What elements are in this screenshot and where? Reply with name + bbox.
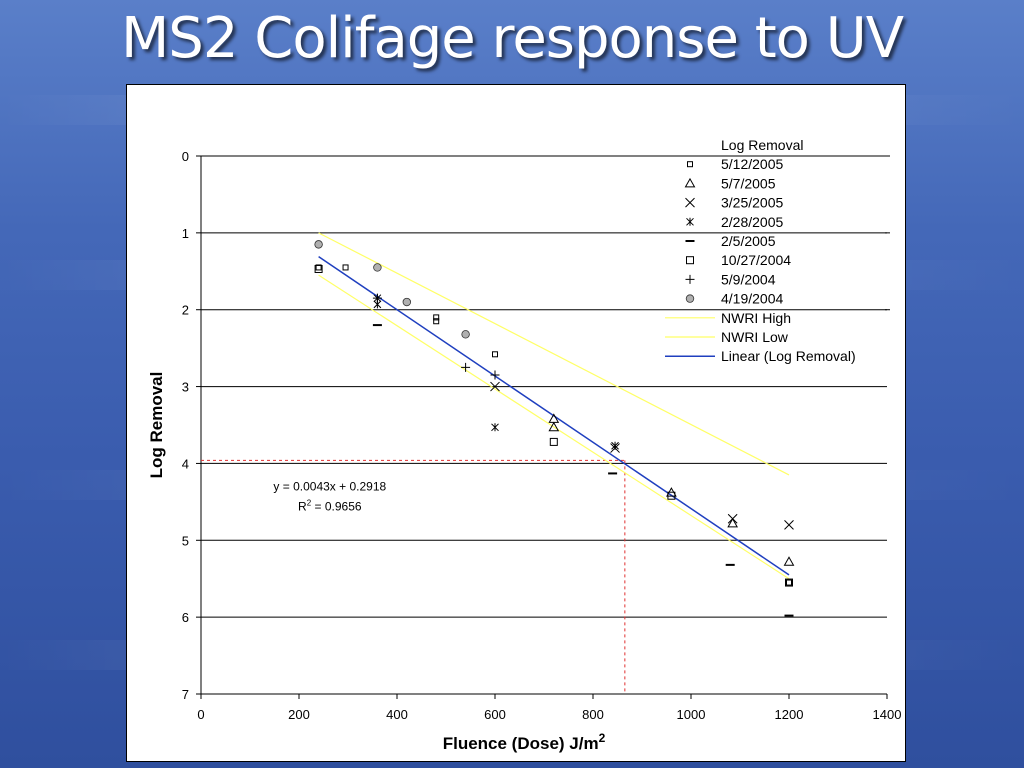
data-point <box>314 240 323 249</box>
y-tick-label: 1 <box>182 226 189 241</box>
data-point <box>433 314 440 321</box>
data-point <box>372 293 382 303</box>
legend-marker <box>686 217 694 226</box>
y-axis-title: Log Removal <box>147 372 166 479</box>
series-line-linear-log-removal- <box>318 256 790 576</box>
y-tick-label: 2 <box>182 303 189 318</box>
legend-label: 5/9/2004 <box>721 271 776 287</box>
x-tick-label: 1000 <box>677 707 706 722</box>
x-tick-label: 800 <box>582 707 604 722</box>
data-point <box>727 513 738 524</box>
legend-label: 3/25/2005 <box>721 195 783 211</box>
data-point <box>373 263 382 272</box>
data-point <box>490 370 500 380</box>
trendline-equation: y = 0.0043x + 0.2918 <box>273 479 386 493</box>
legend-marker <box>687 161 693 168</box>
data-point <box>492 351 498 358</box>
data-point <box>786 579 792 586</box>
r-squared-label: R2 = 0.9656 <box>298 498 362 513</box>
data-point <box>548 421 560 432</box>
chart-frame: 0 1 2 3 4 5 6 7 0 200 400 600 800 1000 1200 1400 Log Rem… <box>126 84 906 762</box>
data-point <box>461 362 471 372</box>
legend-label: 5/7/2005 <box>721 175 776 191</box>
data-point <box>402 297 411 307</box>
data-point <box>783 556 795 566</box>
r-squared-value: = 0.9656 <box>311 499 362 513</box>
x-tick-label: 1200 <box>775 707 804 722</box>
x-tick-label: 400 <box>386 707 408 722</box>
legend-title: Log Removal <box>721 137 804 153</box>
legend-label: 10/27/2004 <box>721 252 791 268</box>
data-point <box>461 330 470 339</box>
legend-label: NWRI Low <box>721 329 789 345</box>
series-line-nwri-high <box>318 232 790 476</box>
legend-marker <box>685 197 695 208</box>
data-point <box>490 381 500 392</box>
data-point <box>315 264 322 271</box>
legend-marker <box>684 177 696 188</box>
legend-label: Linear (Log Removal) <box>721 348 856 364</box>
x-tick-label: 200 <box>288 707 310 722</box>
y-tick-label: 6 <box>182 610 189 625</box>
data-point <box>784 520 794 530</box>
y-tick-label: 0 <box>182 149 189 164</box>
legend-marker <box>685 274 695 284</box>
y-tick-label: 7 <box>182 687 189 702</box>
r-squared-superscript: 2 <box>307 498 312 507</box>
legend-label: 2/5/2005 <box>721 233 776 249</box>
series-line-nwri-low <box>318 274 790 580</box>
x-tick-label: 600 <box>484 707 506 722</box>
y-tick-label: 3 <box>182 380 189 395</box>
y-tick-label: 5 <box>182 533 189 548</box>
legend-label: 5/12/2005 <box>721 156 783 172</box>
y-tick-label: 4 <box>182 456 189 471</box>
data-point <box>727 517 739 528</box>
data-point <box>433 318 440 325</box>
legend-label: NWRI High <box>721 310 791 326</box>
data-point <box>491 423 499 432</box>
legend-marker <box>685 294 695 303</box>
legend-label: 2/28/2005 <box>721 214 783 230</box>
data-point <box>611 441 619 450</box>
x-tick-label: 1400 <box>873 707 902 722</box>
x-axis-title: Fluence (Dose) J/m2 <box>443 731 606 753</box>
legend-label: 4/19/2004 <box>721 291 783 307</box>
data-point <box>314 264 323 273</box>
slide-title: MS2 Colifage response to UV <box>120 6 904 71</box>
x-tick-label: 0 <box>197 707 204 722</box>
legend-marker <box>686 256 694 265</box>
x-axis-title-superscript: 2 <box>599 731 606 745</box>
data-point <box>549 437 558 446</box>
data-point <box>342 264 349 271</box>
data-point <box>785 578 793 587</box>
data-point <box>667 491 676 500</box>
